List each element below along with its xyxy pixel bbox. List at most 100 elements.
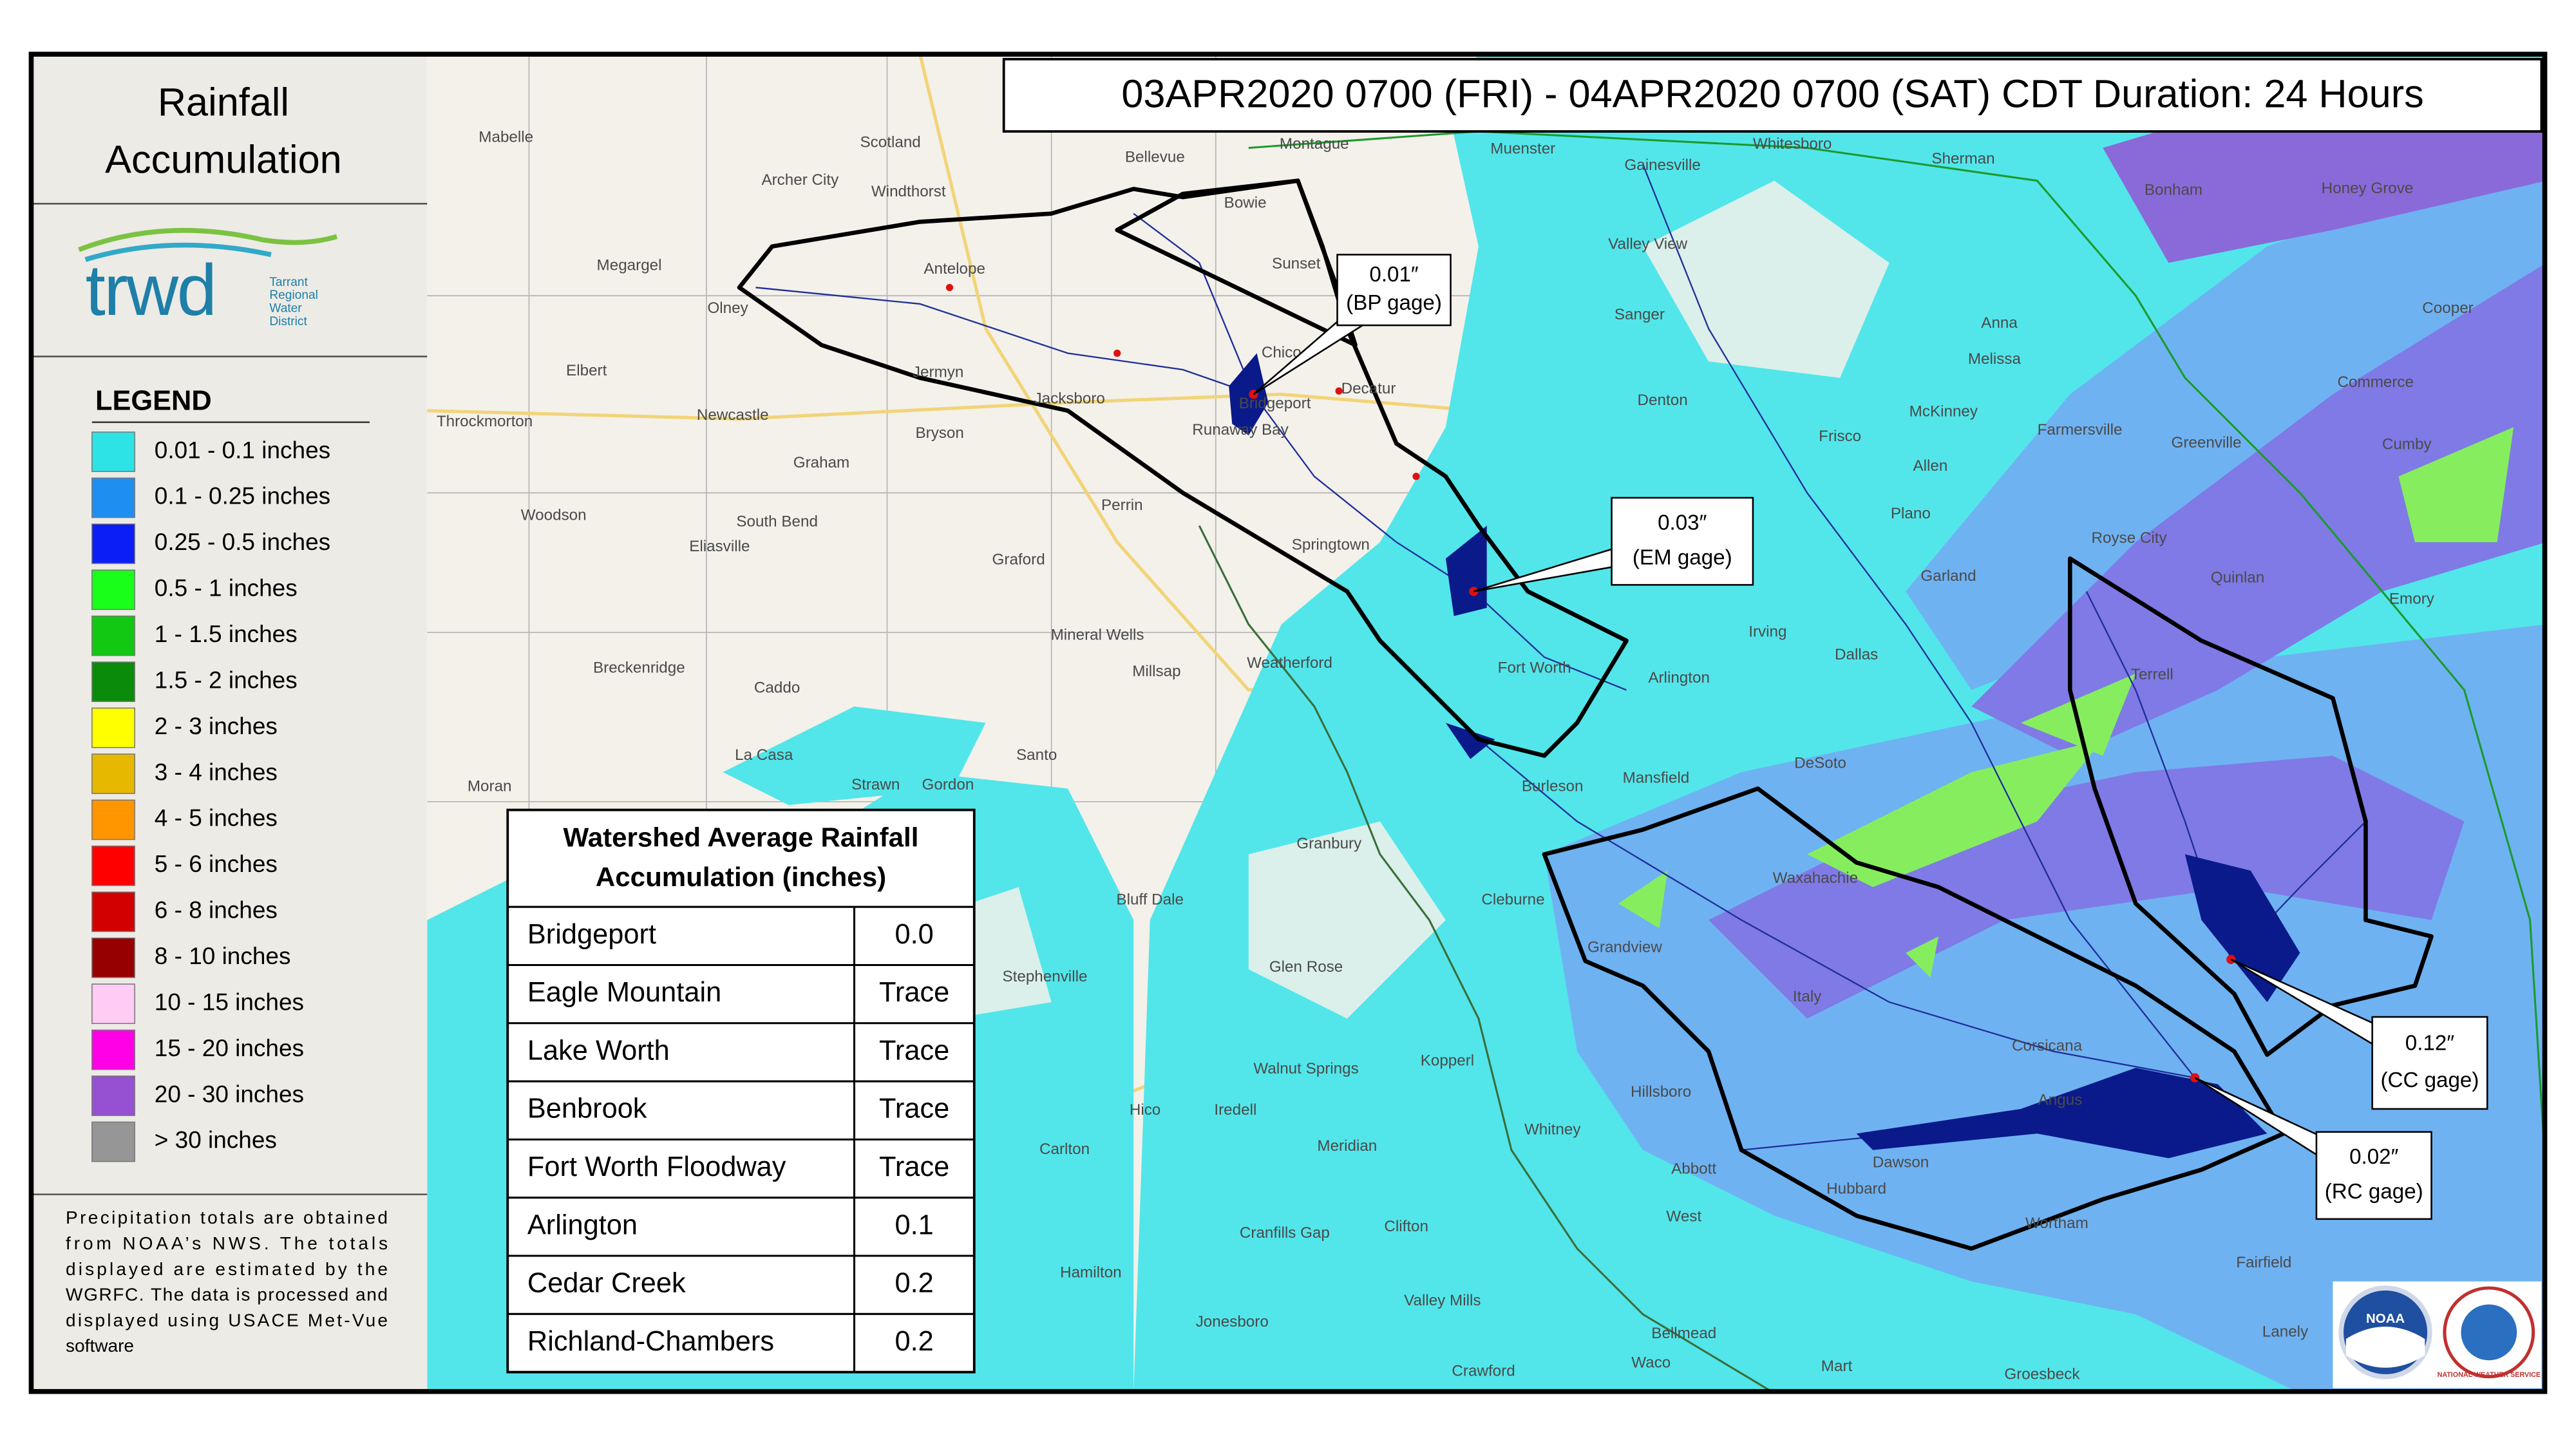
sidebar-title: Accumulation [105, 138, 342, 182]
place-label: Woodson [521, 506, 587, 524]
legend-label: 0.01 - 0.1 inches [155, 437, 330, 463]
lake [1229, 353, 1269, 436]
place-label: Antelope [923, 260, 985, 278]
gage-value: 0.03″ [1658, 511, 1707, 535]
place-label: Waxahachie [1773, 869, 1858, 887]
noaa-wave [2345, 1326, 2425, 1368]
gage-label: (BP gage) [1346, 291, 1442, 315]
logo-tagline: Water [269, 302, 302, 316]
place-label: Caddo [754, 679, 800, 696]
table-value: 0.1 [895, 1209, 934, 1240]
table-name: Eagle Mountain [527, 977, 721, 1008]
place-label: Commerce [2338, 374, 2414, 391]
place-label: Frisco [1819, 428, 1861, 445]
place-label: Mart [1821, 1358, 1853, 1375]
place-label: Montague [1280, 135, 1349, 153]
table-value: Trace [879, 977, 949, 1008]
place-label: Walnut Springs [1253, 1060, 1358, 1077]
legend-swatch [91, 983, 135, 1025]
river [755, 287, 1254, 395]
table-value: 0.2 [895, 1326, 934, 1357]
place-label: Mabelle [478, 129, 533, 146]
place-label: Garland [1920, 567, 1976, 585]
legend-swatch [91, 615, 135, 656]
place-label: Windthorst [871, 183, 946, 200]
place-label: Weatherford [1247, 654, 1332, 672]
gage-label: (CC gage) [2380, 1068, 2479, 1092]
place-label: Fort Worth [1498, 659, 1571, 677]
place-label: Valley Mills [1404, 1292, 1481, 1309]
table-value: Trace [879, 1035, 949, 1066]
place-label: Muenster [1490, 140, 1555, 158]
region-boundary [1198, 525, 1774, 1392]
precip-green [1618, 871, 1668, 929]
place-label: Whitesboro [1753, 135, 1832, 153]
place-label: Elbert [566, 362, 607, 379]
place-label: Santo [1016, 746, 1057, 764]
place-label: Sherman [1931, 150, 1994, 167]
place-label: Millsap [1132, 663, 1180, 680]
place-label: Dallas [1835, 646, 1878, 663]
place-label: Hillsboro [1631, 1083, 1691, 1101]
place-label: Newcastle [697, 406, 769, 424]
lake [1856, 1068, 2268, 1159]
place-label: Cumby [2382, 436, 2432, 453]
place-label: Italy [1793, 988, 1822, 1005]
gage-point [945, 283, 954, 292]
place-label: Jermyn [913, 363, 963, 381]
place-label: La Casa [735, 746, 793, 764]
place-label: Sunset [1272, 255, 1321, 272]
place-label: Bluff Dale [1116, 891, 1184, 908]
place-label: Gainesville [1624, 156, 1700, 174]
table-title: Accumulation (inches) [596, 862, 886, 892]
legend-swatch [91, 477, 135, 518]
legend-swatch [91, 846, 135, 886]
legend-label: > 30 inches [155, 1127, 277, 1153]
watershed-boundary [1115, 178, 1358, 348]
table-value: Trace [879, 1094, 949, 1124]
table-name: Benbrook [527, 1094, 647, 1124]
place-label: West [1666, 1208, 1701, 1226]
precip-free [1643, 180, 1889, 378]
place-label: Mansfield [1623, 770, 1690, 787]
place-label: Fairfield [2236, 1254, 2291, 1271]
legend-swatch [91, 799, 135, 840]
place-label: Bridgeport [1239, 395, 1311, 412]
noaa-text: NOAA [2366, 1312, 2405, 1326]
table-box [506, 808, 976, 1374]
place-label: Valley View [1608, 236, 1687, 253]
callout-box [1611, 497, 1754, 586]
place-label: Breckenridge [593, 659, 685, 677]
logo-wave [78, 227, 338, 252]
legend-swatch [91, 1075, 135, 1116]
place-label: Groesbeck [2004, 1366, 2080, 1383]
legend-label: 1 - 1.5 inches [155, 621, 298, 647]
legend-swatch [91, 431, 135, 472]
watershed-boundary [737, 178, 1629, 758]
place-label: Moran [468, 777, 512, 795]
note-line: WGRFC. The data is processed and [66, 1285, 388, 1305]
precip-light [723, 706, 986, 805]
legend-label: 0.5 - 1 inches [155, 575, 298, 601]
place-label: South Bend [736, 513, 818, 531]
legend-label: 4 - 5 inches [155, 805, 278, 831]
place-label: Hubbard [1826, 1180, 1886, 1197]
place-label: Megargel [597, 257, 662, 274]
overlay: 0.01″ (BP gage) 0.03″ (EM gage) 0.12″ (CC gag… [31, 57, 2543, 1388]
place-label: Royse City [2092, 529, 2168, 547]
legend-swatch [91, 569, 135, 611]
place-label: Gordon [922, 776, 974, 793]
place-label: Eliasville [689, 538, 750, 555]
place-label: Bowie [1224, 194, 1267, 212]
place-label: Scotland [860, 133, 921, 151]
gage-value: 0.01″ [1369, 263, 1419, 287]
region-boundary [1248, 130, 2545, 1173]
place-label: Lanely [2262, 1323, 2309, 1340]
place-label: Sanger [1615, 306, 1665, 323]
table-value: 0.2 [895, 1268, 934, 1299]
place-label: Bonham [2145, 181, 2202, 198]
legend-label: 15 - 20 inches [155, 1035, 304, 1061]
precip-high [1709, 755, 2465, 1019]
